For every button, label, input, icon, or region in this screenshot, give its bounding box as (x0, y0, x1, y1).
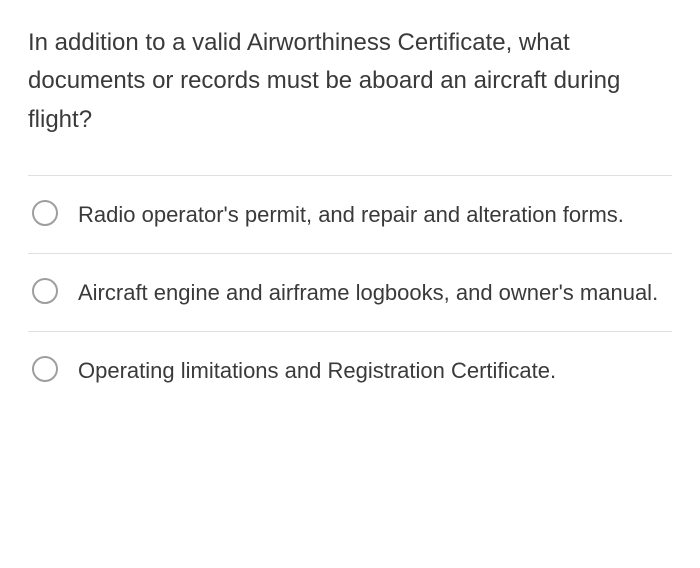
radio-icon (32, 356, 58, 382)
options-list: Radio operator's permit, and repair and … (28, 175, 672, 409)
radio-icon (32, 200, 58, 226)
radio-icon (32, 278, 58, 304)
question-text: In addition to a valid Airworthiness Cer… (28, 24, 672, 139)
option-row[interactable]: Radio operator's permit, and repair and … (28, 176, 672, 254)
option-label: Radio operator's permit, and repair and … (78, 198, 624, 231)
option-row[interactable]: Operating limitations and Registration C… (28, 332, 672, 409)
option-label: Operating limitations and Registration C… (78, 354, 556, 387)
option-row[interactable]: Aircraft engine and airframe logbooks, a… (28, 254, 672, 332)
option-label: Aircraft engine and airframe logbooks, a… (78, 276, 658, 309)
